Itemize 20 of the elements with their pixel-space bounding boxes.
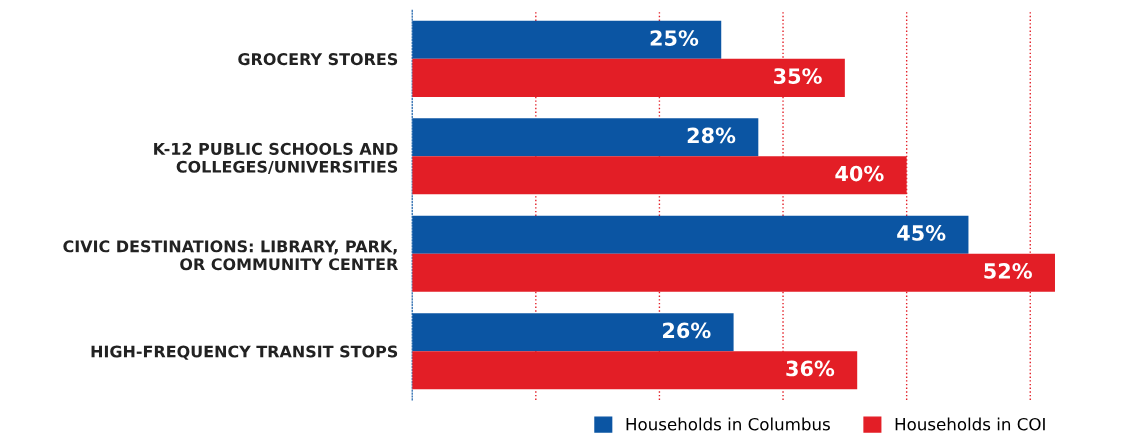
y-tick-label: GROCERY STORES xyxy=(238,53,398,66)
data-label: 40% xyxy=(835,165,884,182)
data-label: 45% xyxy=(897,225,946,241)
bar xyxy=(412,20,722,59)
y-tick-label: K-12 PUBLIC SCHOOLS AND COLLEGES/UNIVERSITIES xyxy=(154,142,398,175)
bar xyxy=(412,118,759,157)
bar xyxy=(412,215,969,254)
data-label: 36% xyxy=(786,360,835,377)
data-label: 26% xyxy=(663,322,711,339)
data-label: 52% xyxy=(984,263,1032,279)
data-label: 28% xyxy=(687,127,736,144)
data-label: 35% xyxy=(774,68,822,84)
legend-label: Households in Columbus xyxy=(626,417,830,431)
data-label: 25% xyxy=(650,30,699,46)
y-tick-label: CIVIC DESTINATIONS: LIBRARY, PARK, OR COMMUNITY CENTER xyxy=(63,240,398,271)
legend-label: Households in COI xyxy=(895,417,1045,431)
bar xyxy=(412,156,907,195)
bar xyxy=(412,313,734,352)
y-tick-label: HIGH-FREQUENCY TRANSIT STOPS xyxy=(91,345,398,360)
bar xyxy=(412,351,858,390)
